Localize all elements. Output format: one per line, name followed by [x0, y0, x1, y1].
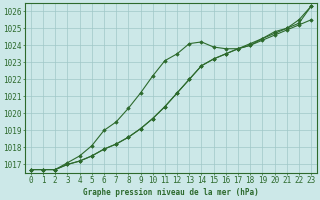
- X-axis label: Graphe pression niveau de la mer (hPa): Graphe pression niveau de la mer (hPa): [83, 188, 259, 197]
